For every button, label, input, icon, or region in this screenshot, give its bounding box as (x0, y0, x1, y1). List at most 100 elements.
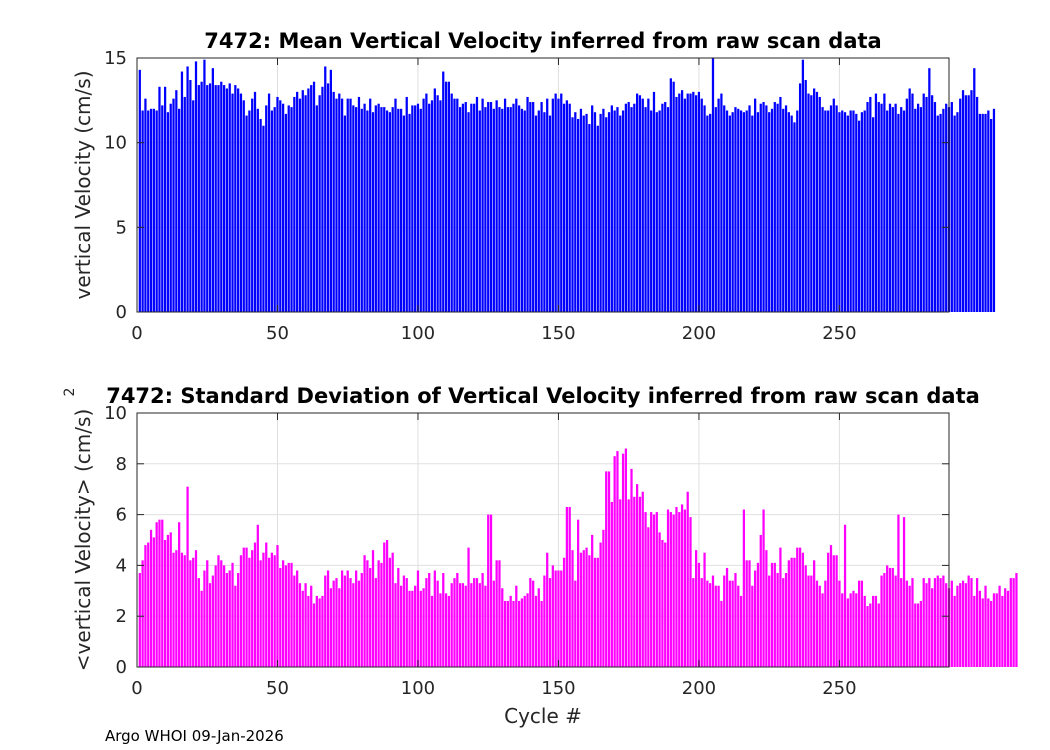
std-velocity-bar (577, 519, 580, 667)
std-velocity-bar (838, 580, 841, 667)
std-velocity-bar (222, 565, 226, 667)
mean-velocity-axes-box (136, 57, 950, 313)
std-velocity-bar (815, 580, 819, 667)
std-velocity-bar (602, 529, 605, 667)
mean-velocity-x-tick-label: 150 (541, 323, 575, 344)
mean-velocity-bar (624, 103, 628, 312)
std-velocity-bar (860, 580, 864, 667)
mean-velocity-bar (251, 98, 254, 312)
std-velocity-bar (987, 598, 990, 667)
mean-velocity-bar (759, 103, 762, 312)
std-velocity-bar (394, 583, 397, 667)
mean-velocity-bar (959, 98, 962, 312)
mean-velocity-bar (178, 108, 181, 312)
std-velocity-bar (790, 557, 793, 667)
mean-velocity-x-ticks: 0 50 100 150 200 250 (131, 58, 857, 344)
std-velocity-bar (605, 471, 608, 667)
std-velocity-bar (703, 552, 706, 667)
mean-velocity-bar (877, 102, 880, 312)
mean-velocity-bar (200, 81, 203, 313)
std-velocity-bar (636, 484, 639, 667)
std-velocity-bar (329, 588, 332, 667)
mean-velocity-bar (619, 115, 622, 312)
mean-velocity-bar (163, 86, 167, 312)
mean-velocity-bar (790, 115, 793, 312)
std-velocity-bar (841, 593, 844, 667)
std-velocity-bar (959, 583, 962, 667)
std-velocity-bar (1006, 590, 1010, 667)
mean-velocity-bar (169, 103, 172, 312)
std-velocity-bar (186, 486, 189, 667)
mean-velocity-bar (310, 85, 313, 312)
std-velocity-bar (197, 578, 200, 667)
std-velocity-bar (416, 570, 420, 667)
mean-velocity-bar (936, 115, 939, 312)
std-velocity-bar (624, 448, 628, 667)
std-velocity-bar (304, 583, 307, 667)
std-velocity-bar (279, 567, 282, 667)
std-velocity-bar (200, 590, 203, 667)
mean-velocity-bar (669, 78, 672, 312)
mean-velocity-bar (872, 117, 875, 313)
std-velocity-bar (231, 562, 234, 667)
std-velocity-bar (206, 560, 209, 667)
std-velocity-bar (711, 575, 715, 667)
std-velocity-bar (388, 557, 391, 667)
std-velocity-bar (310, 585, 313, 667)
std-velocity-bar (554, 570, 557, 667)
mean-velocity-bar (832, 98, 835, 312)
std-velocity-x-tick-label: 150 (541, 678, 575, 699)
std-velocity-bar (846, 598, 849, 667)
std-velocity-bar (363, 555, 366, 667)
mean-velocity-bar (253, 91, 257, 313)
std-velocity-bar (498, 560, 501, 667)
mean-velocity-bar (265, 105, 268, 312)
mean-velocity-bar (773, 102, 776, 312)
std-velocity-bar (253, 542, 257, 667)
mean-velocity-bar (709, 113, 712, 312)
std-velocity-bar (456, 573, 459, 667)
std-velocity-y-label-superscript: 2 (62, 388, 78, 397)
mean-velocity-bar (928, 68, 931, 312)
mean-velocity-bar (371, 112, 375, 312)
mean-velocity-bar (405, 96, 408, 312)
std-velocity-bar (349, 578, 352, 667)
std-velocity-bar (695, 550, 698, 667)
mean-velocity-bar (242, 100, 245, 312)
mean-velocity-bar (388, 112, 391, 312)
std-velocity-bar (214, 565, 217, 667)
mean-velocity-bar (318, 95, 321, 312)
std-velocity-bar (888, 567, 892, 667)
mean-velocity-bar (745, 110, 748, 313)
std-velocity-bar (919, 600, 923, 667)
mean-velocity-bar (492, 108, 495, 312)
mean-velocity-bar (304, 95, 307, 312)
std-velocity-bar (720, 600, 723, 667)
std-velocity-bar (301, 590, 304, 667)
std-velocity-bar (312, 603, 316, 667)
mean-velocity-bar (607, 112, 611, 312)
mean-velocity-bar (152, 108, 155, 312)
mean-velocity-bar (874, 93, 878, 312)
std-velocity-bars (138, 448, 1018, 667)
std-velocity-bar (591, 534, 594, 667)
std-velocity-bar (169, 532, 172, 667)
footer-credit: Argo WHOI 09-Jan-2026 (105, 727, 284, 745)
mean-velocity-bar (610, 105, 613, 312)
std-velocity-bar (281, 560, 285, 667)
mean-velocity-bar (939, 113, 942, 312)
mean-velocity-bar (183, 96, 186, 312)
mean-velocity-bar (894, 103, 897, 312)
std-velocity-bar (428, 573, 431, 667)
mean-velocity-bar (464, 102, 467, 312)
mean-velocity-bar (489, 102, 493, 312)
std-velocity-bar (697, 562, 701, 667)
mean-velocity-bar (487, 102, 490, 312)
mean-velocity-bar (369, 98, 372, 312)
std-velocity-bar (579, 552, 583, 667)
mean-velocity-bar (399, 108, 403, 312)
mean-velocity-bar (422, 98, 425, 312)
mean-velocity-bar (813, 88, 816, 312)
std-velocity-bar (422, 588, 425, 667)
mean-velocity-bars (138, 58, 996, 313)
